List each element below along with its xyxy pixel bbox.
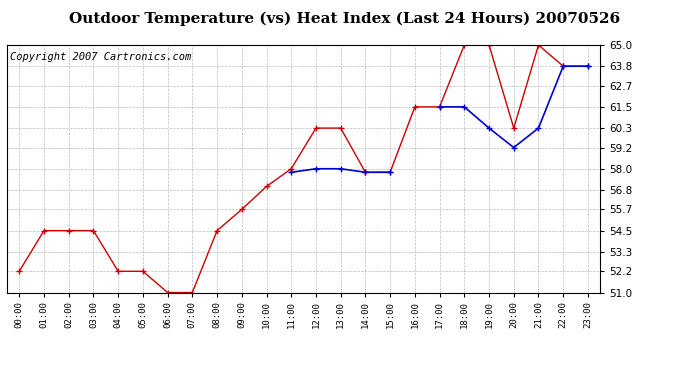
Text: Outdoor Temperature (vs) Heat Index (Last 24 Hours) 20070526: Outdoor Temperature (vs) Heat Index (Las… [70,11,620,26]
Text: Copyright 2007 Cartronics.com: Copyright 2007 Cartronics.com [10,53,191,62]
